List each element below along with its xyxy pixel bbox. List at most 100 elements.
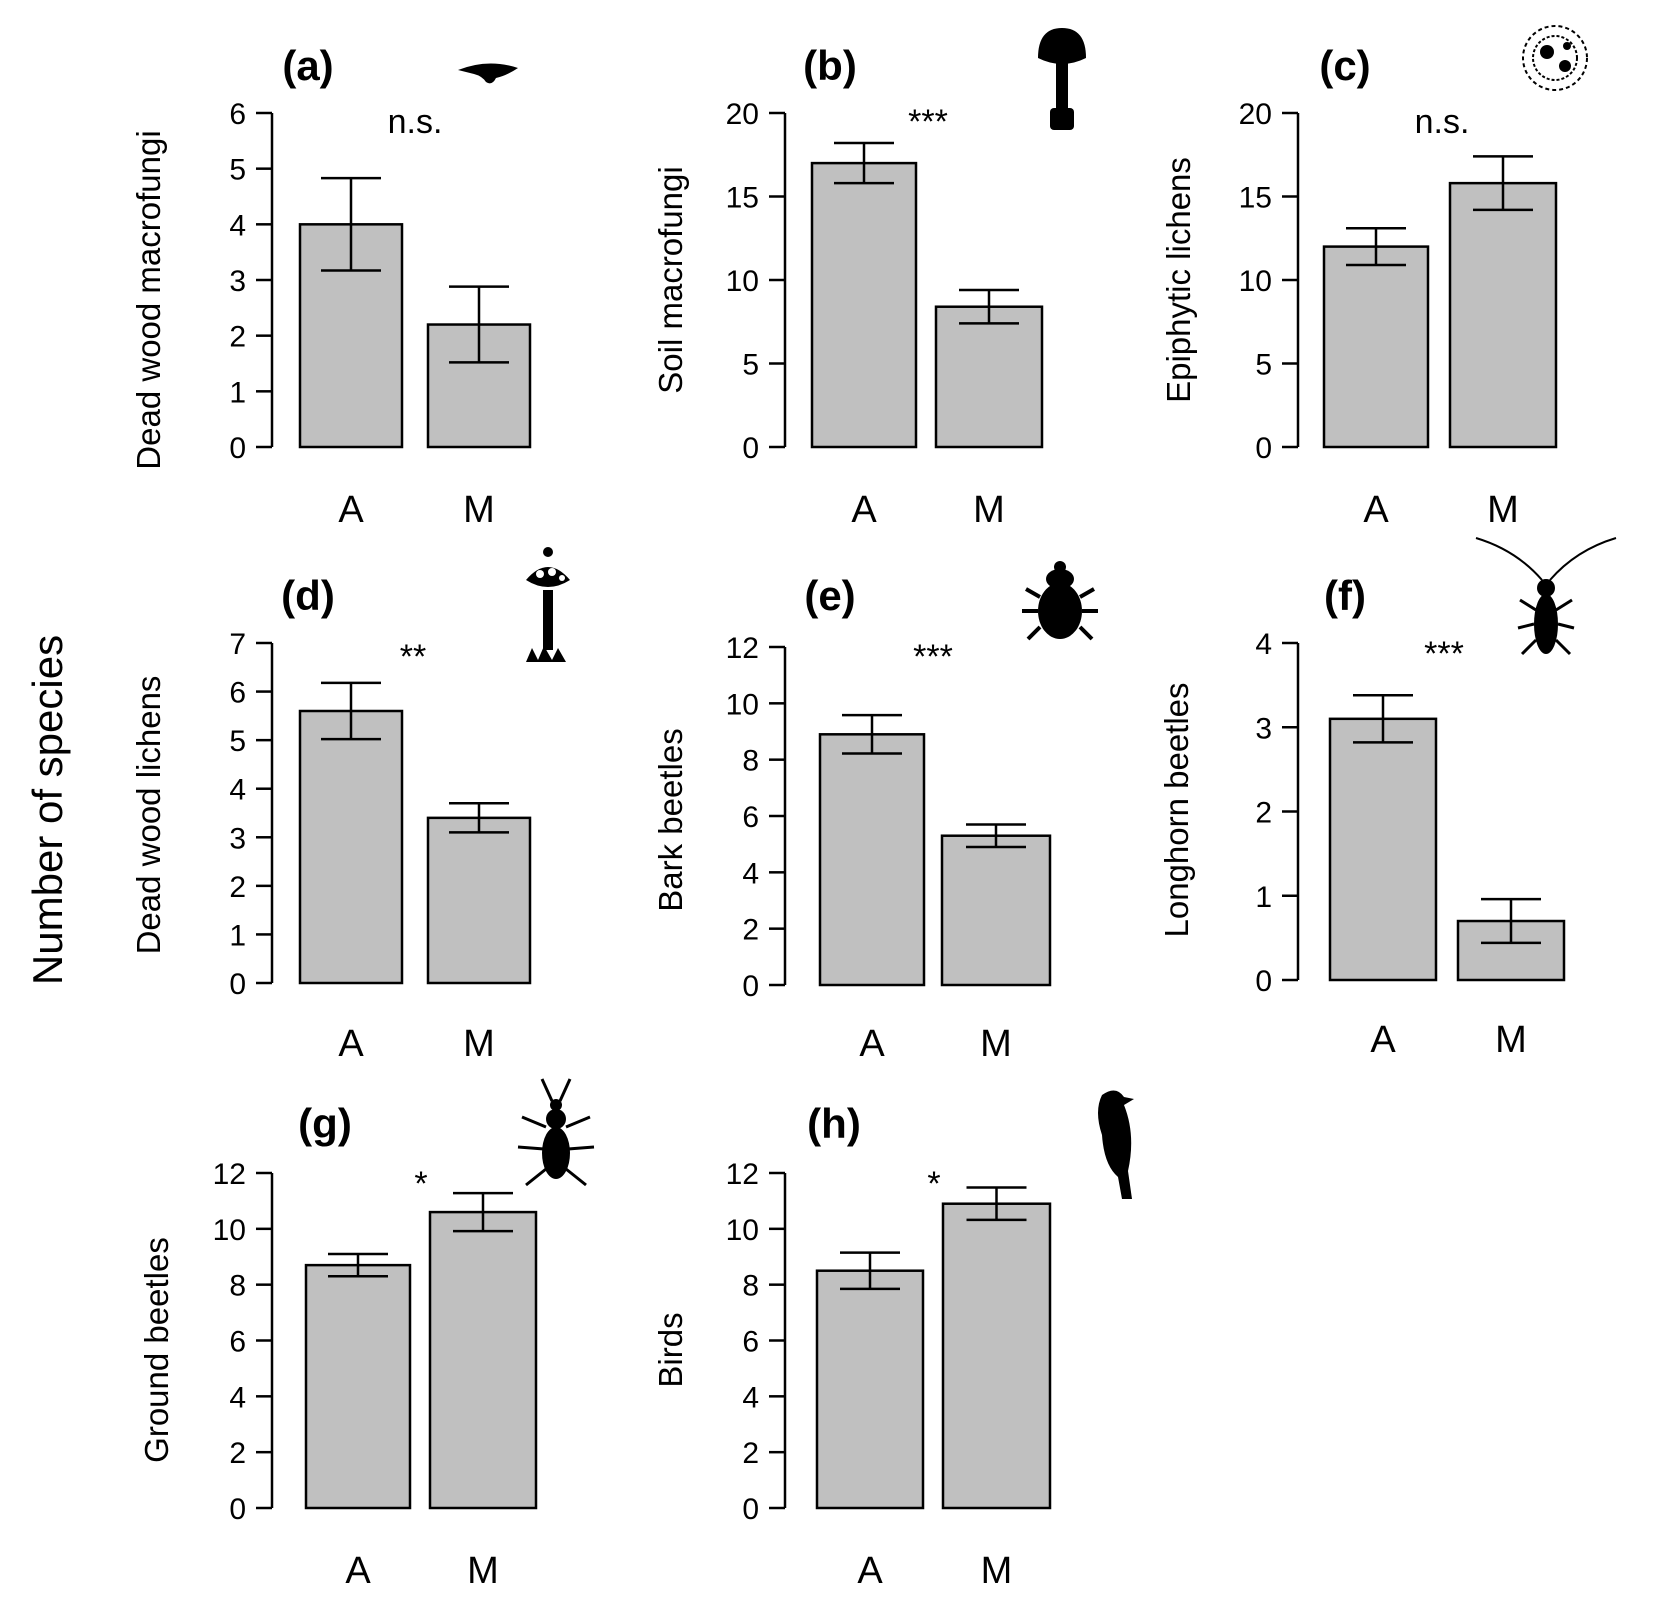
panel-a: 0 1 2 3 4 5 6 Dead wood macrofungi (a) A Mn.s. (130, 42, 532, 531)
y-tick-label: 8 (229, 1270, 246, 1303)
y-tick-label: 5 (229, 725, 246, 758)
bar-M (940, 834, 1052, 987)
significance-label: *** (908, 103, 948, 141)
y-tick-label: 0 (229, 968, 246, 1001)
y-tick-label: 0 (742, 970, 759, 1003)
panel-letter: (g) (298, 1100, 352, 1147)
pin-lichen-icon (526, 547, 570, 662)
y-tick-label: 7 (229, 628, 246, 661)
y-tick-label: 1 (229, 919, 246, 952)
category-label-M: M (463, 1023, 495, 1065)
y-tick-label: 15 (726, 182, 759, 215)
y-tick-label: 2 (1255, 797, 1272, 830)
category-label-M: M (973, 489, 1005, 531)
y-tick-label: 10 (1239, 265, 1272, 298)
panel-letter: (f) (1324, 572, 1366, 619)
y-tick-label: 4 (742, 1381, 759, 1414)
panel-letter: (b) (803, 42, 857, 89)
panel-e: 0 2 4 6 8 10 12 Bark beetles (e) A M *** (652, 561, 1098, 1065)
y-tick-label: 2 (229, 1437, 246, 1470)
panel-letter: (d) (281, 572, 335, 619)
significance-label: n.s. (1415, 103, 1470, 141)
y-tick-label: 20 (726, 98, 759, 131)
y-axis-label: Bark beetles (652, 728, 689, 911)
y-tick-label: 6 (742, 801, 759, 834)
mushroom-icon (1038, 28, 1086, 130)
y-tick-label: 5 (229, 154, 246, 187)
y-tick-label: 4 (229, 1381, 246, 1414)
y-tick-label: 8 (742, 745, 759, 778)
y-tick-label: 0 (229, 432, 246, 465)
bar-A (304, 1263, 412, 1510)
bar-M (934, 305, 1044, 449)
y-tick-label: 6 (742, 1326, 759, 1359)
y-tick-label: 4 (229, 209, 246, 242)
y-tick-label: 0 (742, 432, 759, 465)
bar-M (1448, 181, 1558, 449)
y-tick-label: 0 (1255, 965, 1272, 998)
panel-c: 0 5 10 15 20 Epiphytic lichens (c) A Mn.s. (1160, 25, 1588, 531)
foliose-lichen-icon (1522, 25, 1588, 91)
panel-f: 0 1 2 3 4 Longhorn beetles (f) A M *** (1158, 537, 1617, 1061)
panel-letter: (c) (1319, 42, 1370, 89)
y-tick-label: 12 (726, 1158, 759, 1191)
category-label-A: A (851, 489, 877, 531)
bar-M (426, 816, 532, 985)
bar-A (298, 709, 404, 985)
category-label-M: M (1487, 489, 1519, 531)
category-label-A: A (345, 1550, 371, 1592)
bar-A (810, 161, 918, 449)
y-tick-label: 0 (229, 1493, 246, 1526)
y-tick-label: 0 (742, 1493, 759, 1526)
y-tick-label: 6 (229, 1326, 246, 1359)
category-label-A: A (1363, 489, 1389, 531)
category-label-A: A (857, 1550, 883, 1592)
category-label-M: M (981, 1550, 1013, 1592)
significance-label: n.s. (388, 103, 443, 141)
y-axis-label: Birds (652, 1312, 689, 1387)
bar-A (1322, 245, 1430, 449)
y-tick-label: 1 (229, 376, 246, 409)
y-tick-label: 4 (742, 857, 759, 890)
y-tick-label: 2 (229, 871, 246, 904)
shared-y-axis-label: Number of species (24, 635, 71, 985)
significance-label: * (414, 1165, 427, 1203)
bar-A (1328, 717, 1438, 982)
y-tick-label: 4 (1255, 628, 1272, 661)
bar-A (818, 733, 926, 987)
category-label-M: M (980, 1023, 1012, 1065)
category-label-M: M (1495, 1019, 1527, 1061)
y-tick-label: 15 (1239, 182, 1272, 215)
y-tick-label: 4 (229, 774, 246, 807)
y-tick-label: 6 (229, 98, 246, 131)
y-tick-label: 12 (213, 1158, 246, 1191)
y-tick-label: 12 (726, 632, 759, 665)
bird-icon (1098, 1090, 1134, 1199)
bar-M (941, 1202, 1052, 1510)
y-axis-label: Dead wood macrofungi (130, 130, 167, 469)
panel-letter: (e) (804, 572, 855, 619)
panel-h: 0 2 4 6 8 10 12 Birds (h) A M * (652, 1090, 1134, 1592)
bar-M (428, 1210, 538, 1510)
category-label-M: M (467, 1550, 499, 1592)
y-tick-label: 5 (1255, 349, 1272, 382)
y-tick-label: 3 (229, 265, 246, 298)
significance-label: *** (1424, 635, 1464, 673)
panel-d: 0 1 2 3 4 5 6 7 Dead wood lichens (d) A M ** (130, 547, 570, 1065)
y-axis-label: Ground beetles (138, 1237, 175, 1463)
ground-beetle-icon (517, 1078, 595, 1187)
significance-label: *** (913, 638, 953, 676)
y-tick-label: 2 (229, 321, 246, 354)
category-label-A: A (1370, 1019, 1396, 1061)
y-tick-label: 3 (229, 822, 246, 855)
panel-letter: (a) (282, 42, 333, 89)
y-tick-label: 6 (229, 677, 246, 710)
y-tick-label: 20 (1239, 98, 1272, 131)
y-tick-label: 2 (742, 914, 759, 947)
panel-b: 0 5 10 15 20 Soil macrofungi (b) A M *** (652, 28, 1086, 531)
y-tick-label: 10 (726, 1214, 759, 1247)
y-tick-label: 10 (213, 1214, 246, 1247)
longhorn-beetle-icon (1475, 537, 1617, 656)
panel-g: 0 2 4 6 8 10 12 Ground beetles (g) A M * (138, 1078, 595, 1592)
